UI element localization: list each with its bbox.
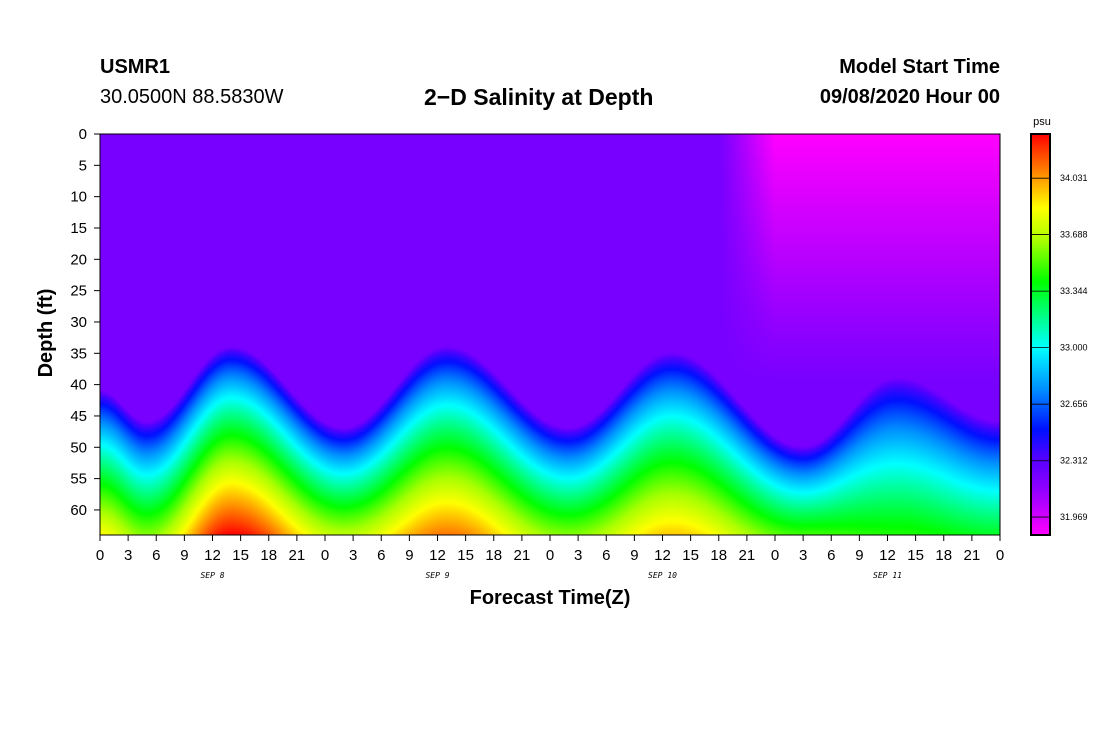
y-tick-label: 35 xyxy=(70,345,87,362)
y-tick-label: 40 xyxy=(70,377,87,394)
x-tick-label: 0 xyxy=(96,547,104,564)
x-axis: 0 3 6 9 12 15 18 21 0 3 6 9 12 15 18 21 0 3 6 9 12 15 18 21 0 3 6 9… xyxy=(96,535,1004,580)
x-tick-label: 15 xyxy=(682,547,699,564)
x-tick-label: 3 xyxy=(799,547,807,564)
station-coordinates: 30.0500N 88.5830W xyxy=(100,86,284,108)
colorbar-gradient xyxy=(1030,133,1051,536)
colorbar-tick-label: 33.000 xyxy=(1060,343,1088,353)
colorbar-tick-label: 33.688 xyxy=(1060,230,1088,240)
chart-title: 2−D Salinity at Depth xyxy=(424,84,654,110)
day-label: SEP 9 xyxy=(425,571,449,580)
x-tick-label: 18 xyxy=(935,547,952,564)
y-axis: 0 5 10 15 20 25 30 35 40 45 50 55 60 xyxy=(70,126,100,519)
y-tick-label: 25 xyxy=(70,283,87,300)
x-tick-label: 3 xyxy=(124,547,132,564)
x-tick-label: 15 xyxy=(232,547,249,564)
y-tick-label: 10 xyxy=(70,189,87,206)
day-label: SEP 11 xyxy=(873,571,902,580)
colorbar-tick-label: 33.344 xyxy=(1060,286,1088,296)
day-label: SEP 10 xyxy=(648,571,677,580)
x-tick-label: 6 xyxy=(152,547,160,564)
y-tick-label: 60 xyxy=(70,502,87,519)
x-tick-label: 21 xyxy=(289,547,306,564)
x-tick-label: 12 xyxy=(429,547,446,564)
x-tick-label: 9 xyxy=(180,547,188,564)
x-tick-label: 15 xyxy=(457,547,474,564)
x-tick-label: 0 xyxy=(771,547,779,564)
station-id: USMR1 xyxy=(100,56,171,78)
model-start-label: Model Start Time xyxy=(839,56,1000,78)
y-tick-label: 15 xyxy=(70,220,87,237)
colorbar-tick-label: 34.031 xyxy=(1060,173,1088,183)
x-tick-label: 15 xyxy=(907,547,924,564)
y-tick-label: 5 xyxy=(79,157,87,174)
x-tick-label: 3 xyxy=(574,547,582,564)
x-tick-label: 12 xyxy=(204,547,221,564)
x-tick-label: 18 xyxy=(710,547,727,564)
x-tick-label: 6 xyxy=(827,547,835,564)
colorbar-tick-label: 32.656 xyxy=(1060,399,1088,409)
y-axis-title: Depth (ft) xyxy=(35,289,57,378)
y-tick-label: 20 xyxy=(70,251,87,268)
x-tick-label: 18 xyxy=(485,547,502,564)
x-tick-label: 18 xyxy=(260,547,277,564)
y-tick-label: 30 xyxy=(70,314,87,331)
x-tick-label: 12 xyxy=(879,547,896,564)
y-tick-label: 50 xyxy=(70,439,87,456)
x-tick-label: 9 xyxy=(855,547,863,564)
colorbar-unit: psu xyxy=(1033,116,1051,128)
x-tick-label: 0 xyxy=(321,547,329,564)
x-axis-title: Forecast Time(Z) xyxy=(470,587,631,609)
x-tick-label: 21 xyxy=(964,547,981,564)
x-tick-label: 3 xyxy=(349,547,357,564)
plot-area xyxy=(99,133,1001,536)
x-tick-label: 9 xyxy=(630,547,638,564)
x-tick-label: 9 xyxy=(405,547,413,564)
colorbar-tick-label: 32.312 xyxy=(1060,456,1088,466)
y-tick-label: 55 xyxy=(70,471,87,488)
x-tick-label: 21 xyxy=(739,547,756,564)
x-tick-label: 12 xyxy=(654,547,671,564)
x-tick-label: 0 xyxy=(546,547,554,564)
colorbar: psu 34.031 33.688 33.344 33.000 32.656 32.312… xyxy=(1030,116,1088,536)
y-tick-label: 0 xyxy=(79,126,87,143)
y-tick-label: 45 xyxy=(70,408,87,425)
x-tick-label: 0 xyxy=(996,547,1004,564)
day-label: SEP 8 xyxy=(200,571,224,580)
x-tick-label: 6 xyxy=(602,547,610,564)
salinity-heatmap xyxy=(100,134,1000,535)
x-tick-label: 6 xyxy=(377,547,385,564)
model-start-value: 09/08/2020 Hour 00 xyxy=(819,86,1000,108)
x-tick-label: 21 xyxy=(514,547,531,564)
colorbar-tick-label: 31.969 xyxy=(1060,512,1088,522)
